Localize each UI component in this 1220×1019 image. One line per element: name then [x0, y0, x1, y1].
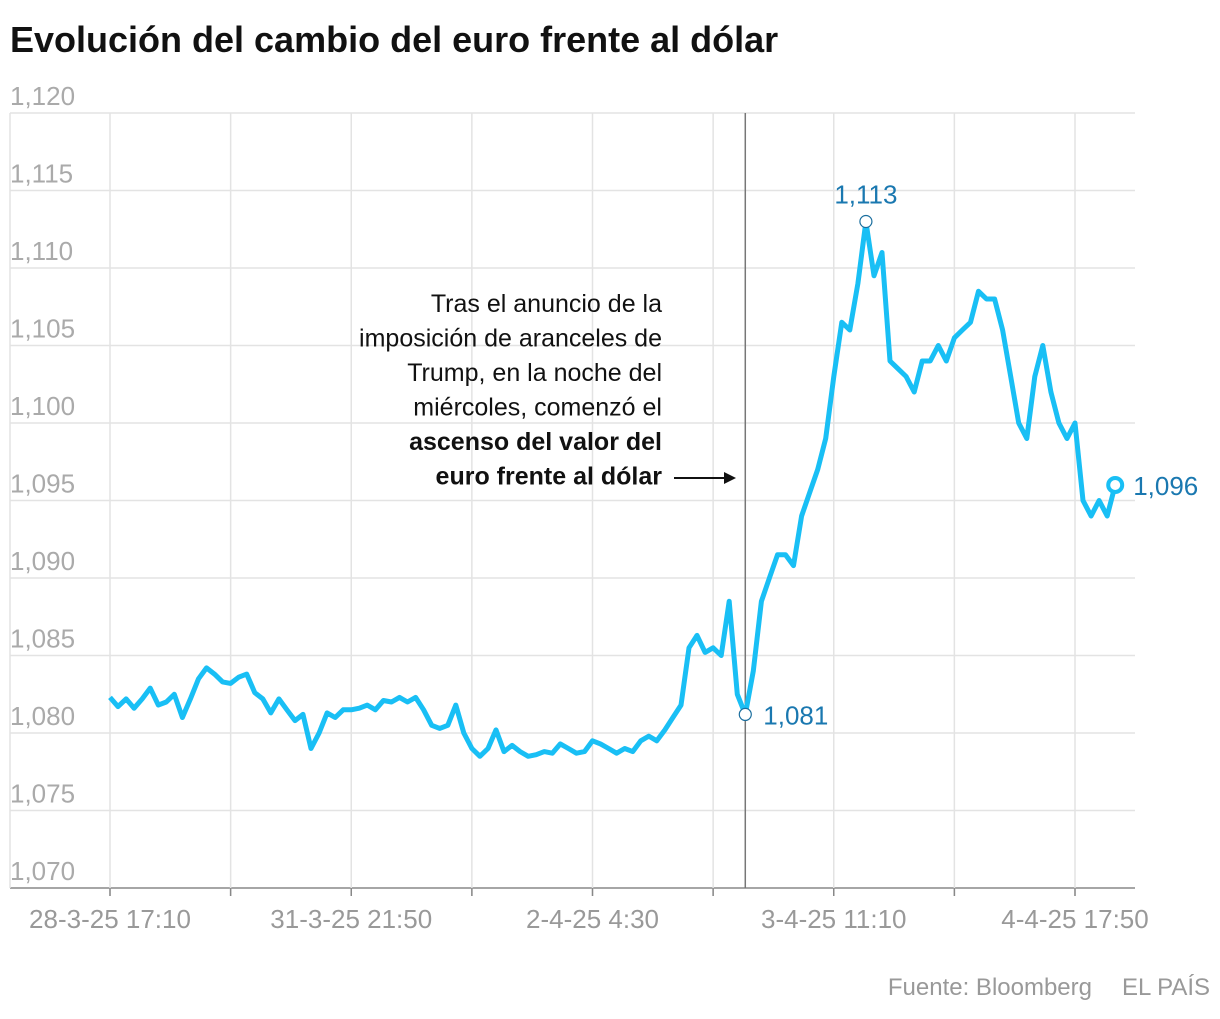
point-marker — [859, 214, 873, 229]
value-label: 1,081 — [763, 700, 828, 730]
data-line — [108, 219, 1118, 759]
source: Fuente: Bloomberg — [888, 974, 1092, 1001]
y-tick-label: 1,085 — [10, 624, 75, 654]
y-tick-label: 1,110 — [10, 236, 73, 266]
brand: EL PAÍS — [1122, 974, 1210, 1001]
point-marker — [738, 707, 752, 722]
annotation-text: imposición de aranceles de — [359, 325, 662, 353]
y-tick-label: 1,120 — [10, 81, 75, 111]
x-tick-label: 31-3-25 21:50 — [270, 904, 432, 934]
value-label: 1,096 — [1133, 471, 1198, 501]
x-tick-label: 2-4-25 4:30 — [526, 904, 659, 934]
annotation-text: euro frente al dólar — [436, 463, 663, 491]
x-tick-label: 28-3-25 17:10 — [29, 904, 191, 934]
y-tick-label: 1,115 — [10, 159, 73, 189]
x-tick-label: 4-4-25 17:50 — [1001, 904, 1148, 934]
y-tick-label: 1,090 — [10, 546, 75, 576]
point-marker — [1106, 476, 1125, 494]
annotation-arrowhead — [724, 472, 736, 484]
value-label: 1,113 — [834, 180, 897, 210]
y-tick-label: 1,100 — [10, 391, 75, 421]
annotation-text: Tras el anuncio de la — [431, 290, 662, 318]
chart-title: Evolución del cambio del euro frente al … — [10, 19, 778, 60]
x-tick-label: 3-4-25 11:10 — [761, 904, 907, 934]
annotation-text: ascenso del valor del — [409, 428, 662, 456]
annotation-text: miércoles, comenzó el — [413, 394, 662, 422]
y-tick-label: 1,080 — [10, 701, 75, 731]
y-tick-label: 1,095 — [10, 469, 75, 499]
y-tick-label: 1,105 — [10, 314, 75, 344]
y-tick-label: 1,075 — [10, 779, 75, 809]
y-tick-label: 1,070 — [10, 856, 75, 886]
annotation-text: Trump, en la noche del — [407, 359, 662, 387]
